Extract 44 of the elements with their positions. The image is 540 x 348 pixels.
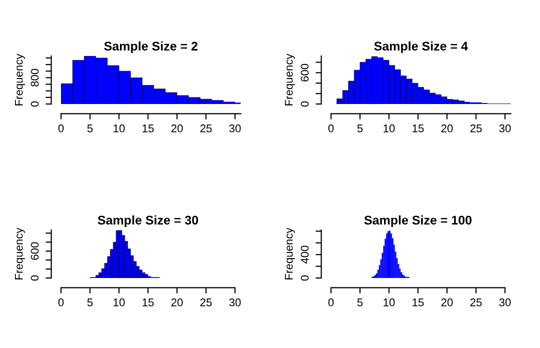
y-tick-label: 0	[300, 101, 309, 107]
x-tick-label: 15	[142, 124, 154, 132]
x-tick-label: 25	[470, 298, 482, 306]
x-tick-label: 5	[87, 298, 93, 306]
chart-title: Sample Size = 2	[104, 41, 198, 54]
y-tick-label: 400	[300, 246, 309, 264]
x-tick-label: 25	[200, 298, 212, 306]
x-tick-label: 0	[58, 298, 64, 306]
x-tick-label: 0	[328, 124, 334, 132]
y-tick-label: 800	[30, 68, 39, 86]
x-tick-label: 10	[114, 124, 125, 132]
y-axis-title: Frequency	[15, 228, 25, 280]
x-tick-label: 30	[499, 124, 511, 132]
x-tick-label: 5	[357, 298, 363, 306]
x-tick-label: 15	[412, 298, 424, 306]
x-tick-label: 0	[58, 124, 64, 132]
x-tick-label: 15	[142, 298, 154, 306]
y-tick-label: 0	[300, 275, 309, 281]
x-tick-label: 0	[328, 298, 334, 306]
x-tick-label: 30	[229, 124, 241, 132]
x-tick-label: 5	[357, 124, 363, 132]
y-tick-label: 0	[30, 275, 39, 281]
x-tick-label: 10	[384, 124, 395, 132]
y-axis-title: Frequency	[285, 54, 295, 106]
y-axis-title: Frequency	[15, 54, 25, 106]
chart-title: Sample Size = 4	[374, 41, 468, 54]
x-tick-label: 20	[441, 298, 453, 306]
x-tick-label: 25	[200, 124, 212, 132]
x-tick-label: 25	[470, 124, 482, 132]
x-tick-label: 30	[229, 298, 241, 306]
x-tick-label: 20	[441, 124, 453, 132]
x-tick-label: 15	[412, 124, 424, 132]
x-tick-label: 10	[114, 298, 125, 306]
y-tick-label: 600	[300, 64, 309, 82]
x-tick-label: 20	[171, 124, 183, 132]
chart-title: Sample Size = 30	[98, 215, 198, 228]
x-tick-label: 10	[384, 298, 395, 306]
chart-title: Sample Size = 100	[364, 215, 472, 228]
y-tick-label: 0	[30, 101, 39, 107]
y-axis-title: Frequency	[285, 228, 295, 280]
x-tick-label: 20	[171, 298, 183, 306]
x-tick-label: 5	[87, 124, 93, 132]
x-tick-label: 30	[499, 298, 511, 306]
y-tick-label: 600	[30, 242, 39, 260]
